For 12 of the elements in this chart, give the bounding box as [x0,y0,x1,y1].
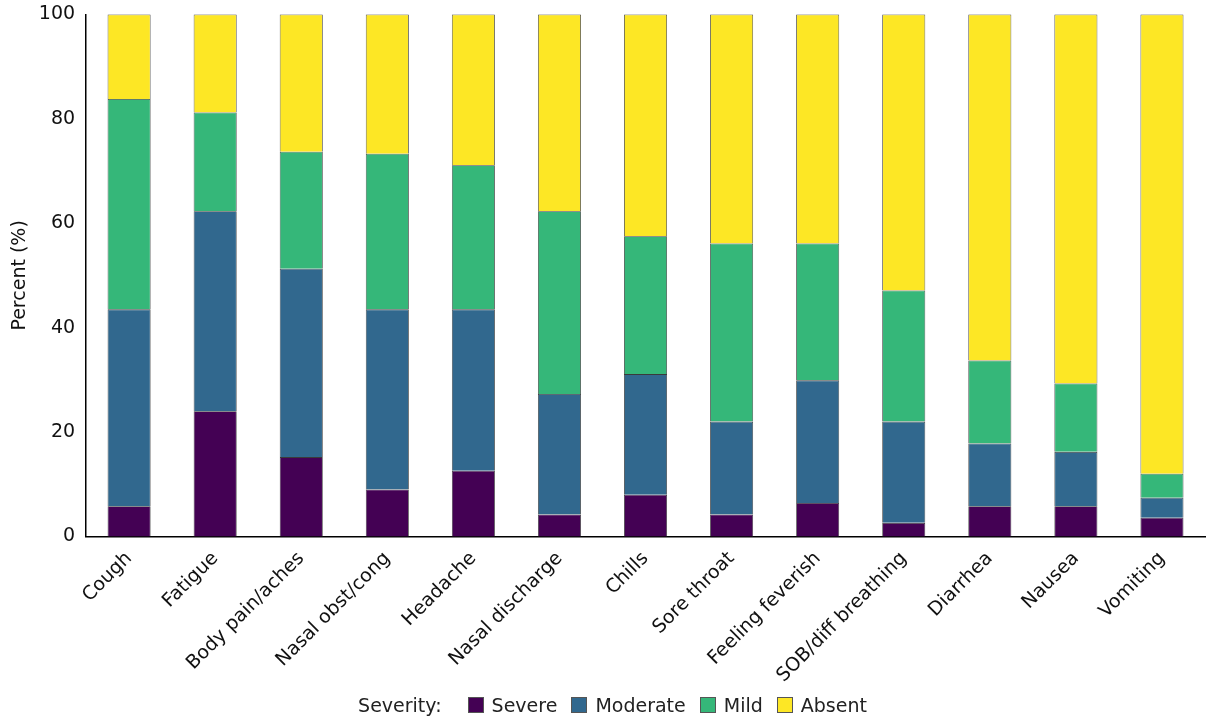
y-tick-label: 40 [50,314,76,337]
y-tick-label: 80 [50,105,76,128]
legend-label: Severe [491,694,558,716]
legend-title: Severity: [358,694,442,716]
y-tick-label: 100 [38,1,76,24]
y-axis-title: Percent (%) [7,220,30,331]
legend-label: Mild [723,694,763,716]
y-tick-label: 20 [50,418,76,441]
legend-label: Moderate [595,694,686,716]
y-tick-label: 60 [50,210,76,233]
legend-label: Absent [800,694,867,716]
y-tick-label: 0 [62,523,76,546]
